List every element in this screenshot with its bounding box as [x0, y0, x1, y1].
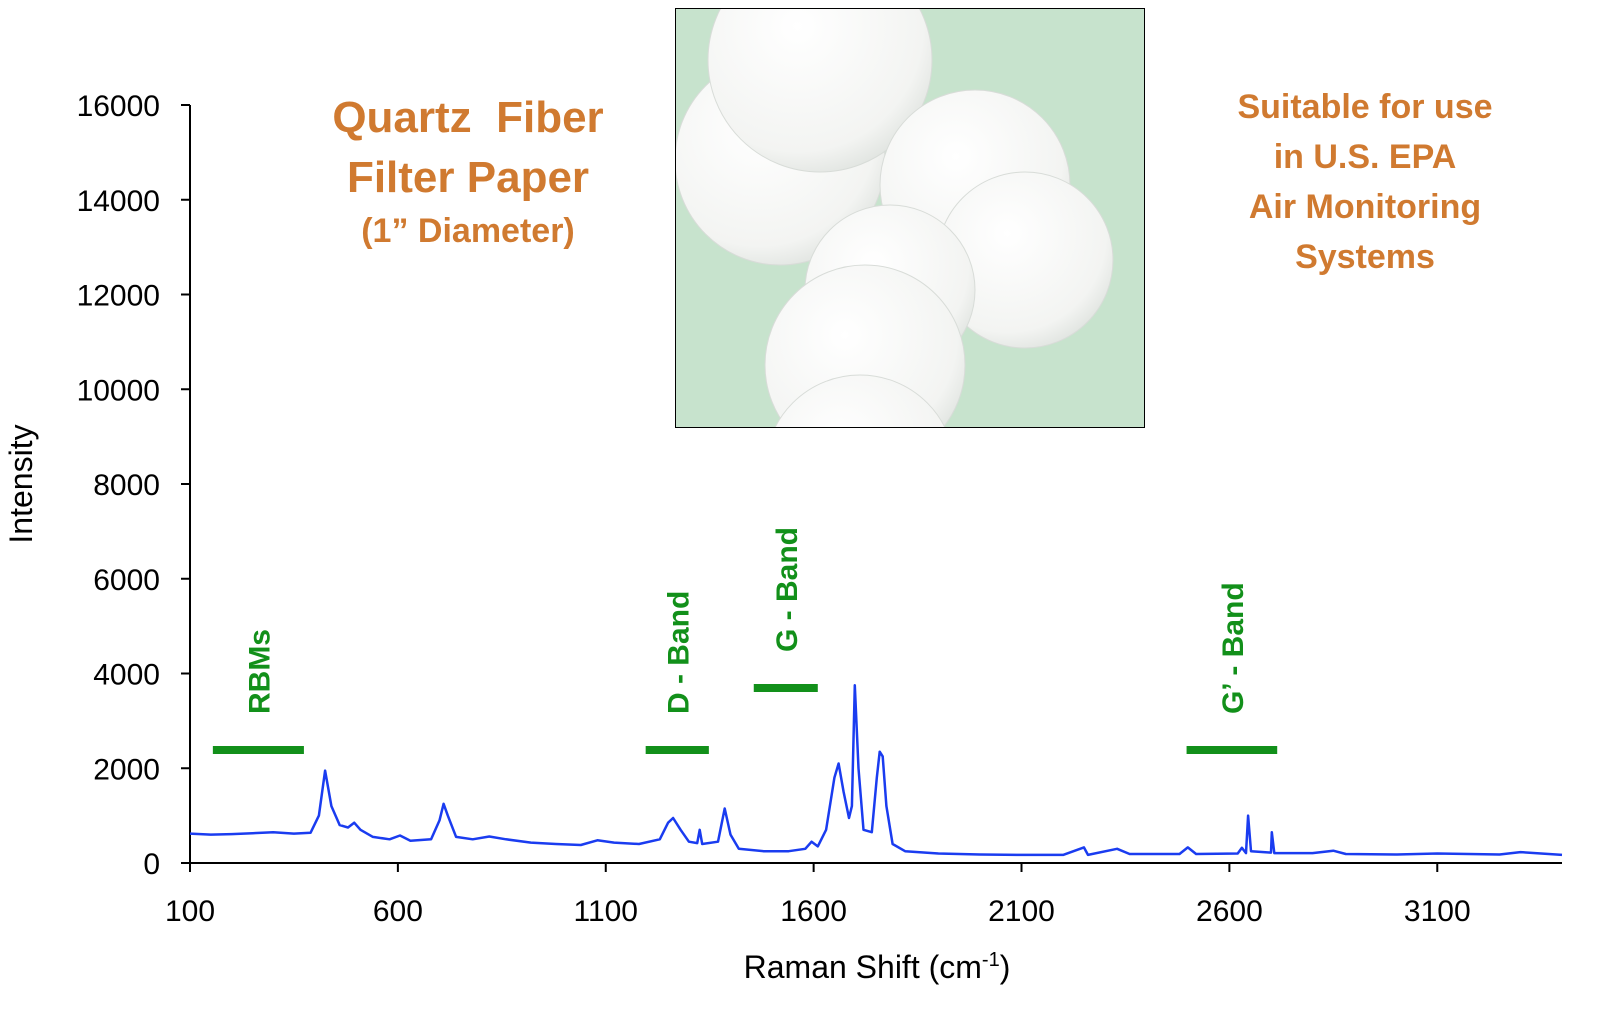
- x-tick-label: 100: [165, 895, 215, 928]
- y-tick-label: 0: [143, 848, 160, 881]
- annotation-text: (1” Diameter): [361, 212, 575, 250]
- x-tick-label: 2100: [988, 895, 1055, 928]
- annotation-text: in U.S. EPA: [1274, 138, 1457, 176]
- y-tick-label: 12000: [77, 280, 160, 313]
- y-tick-label: 8000: [93, 469, 160, 502]
- band-label: G - Band: [771, 527, 804, 652]
- filter-photo: [675, 0, 1145, 565]
- annotation-text: Suitable for use: [1237, 88, 1492, 126]
- x-tick-label: 600: [373, 895, 423, 928]
- annotation-text: Quartz Fiber: [332, 93, 603, 142]
- y-tick-label: 6000: [93, 564, 160, 597]
- x-axis-title-suffix: ): [1000, 949, 1011, 985]
- y-tick-label: 16000: [77, 90, 160, 123]
- y-tick-label: 10000: [77, 374, 160, 407]
- y-axis-title: Intensity: [3, 424, 39, 543]
- spectrum-line: [190, 685, 1562, 855]
- y-tick-label: 4000: [93, 659, 160, 692]
- band-label: G’ - Band: [1217, 582, 1250, 714]
- x-tick-label: 3100: [1404, 895, 1471, 928]
- x-tick-label: 1600: [780, 895, 847, 928]
- x-tick-label: 1100: [573, 895, 638, 928]
- annotation-text: Air Monitoring: [1249, 188, 1481, 226]
- band-label: D - Band: [662, 591, 695, 714]
- annotation-text: Filter Paper: [347, 153, 589, 202]
- x-tick-label: 2600: [1196, 895, 1263, 928]
- x-axis-title-text: Raman Shift (cm: [744, 949, 982, 985]
- chart: Intensity Raman Shift (cm-1) 0 2000 4000 60…: [0, 0, 1623, 1021]
- y-tick-label: 2000: [93, 753, 160, 786]
- x-axis-title: Raman Shift (cm-1): [744, 949, 1011, 985]
- y-tick-label: 14000: [77, 185, 160, 218]
- x-axis-title-superscript: -1: [982, 949, 1000, 971]
- band-label: RBMs: [243, 629, 276, 714]
- annotation-text: Systems: [1295, 238, 1435, 276]
